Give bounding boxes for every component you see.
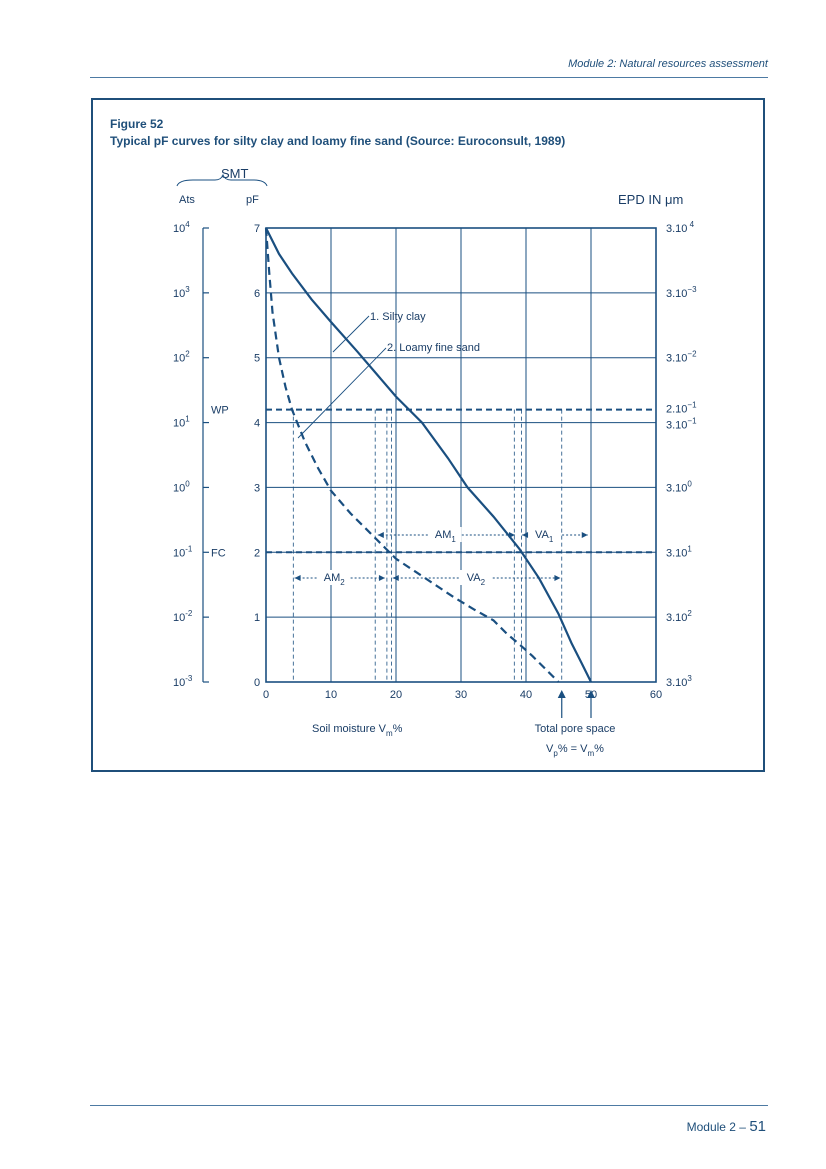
vp-equation: Vp% = Vm%	[546, 743, 604, 758]
epd-tick-label: 2.10−1	[666, 401, 697, 416]
am2-arrow-head-left	[294, 575, 301, 581]
running-header: Module 2: Natural resources assessment	[568, 58, 768, 70]
pf-tick-label: 2	[254, 547, 260, 559]
pf-tick-label: 7	[254, 223, 260, 235]
x-tick-label: 10	[325, 689, 337, 701]
va2-label-bg	[459, 570, 492, 585]
epd-tick-label: 3.10−1	[666, 417, 697, 432]
ats-tick-label: 104	[173, 220, 190, 235]
va1-arrow-head-left	[522, 532, 529, 538]
silty-clay-leader	[332, 315, 370, 353]
wp-label: WP	[211, 405, 229, 417]
epd-tick-label: 3.10−3	[666, 285, 697, 300]
total-pore-label: Total pore space	[535, 723, 616, 735]
pf-tick-label: 3	[254, 482, 260, 494]
am2-arrow-head-right	[378, 575, 385, 581]
plot-frame	[265, 227, 657, 683]
pf-axis-title: pF	[246, 194, 259, 206]
smt-label: SMT	[221, 166, 249, 181]
va1-arrow-head-right	[581, 532, 588, 538]
silty-clay-curve	[265, 227, 592, 683]
ats-axis-title: Ats	[179, 194, 195, 206]
ats-tick-label: 10-2	[173, 609, 193, 624]
loamy-sand-leader	[297, 347, 387, 439]
ats-tick-label: 10-1	[173, 544, 193, 559]
figure-caption: Typical pF curves for silty clay and loa…	[110, 134, 566, 148]
pore-arrow-head	[587, 690, 595, 698]
am2-label: AM2	[324, 572, 346, 587]
pf-tick-label: 6	[254, 288, 260, 300]
silty-clay-label: 1. Silty clay	[370, 311, 426, 323]
x-tick-label: 30	[455, 689, 467, 701]
epd-tick-label: 3.102	[666, 609, 692, 624]
pf-chart: 01020304050600123456710-310-210-11001011…	[173, 166, 697, 758]
footer-rule	[90, 1105, 768, 1106]
epd-axis-title: EPD IN μm	[618, 192, 683, 207]
x-axis-title: Soil moisture Vm%	[312, 723, 403, 738]
va2-label: VA2	[467, 572, 486, 587]
epd-tick-label: 3.10 4	[666, 220, 695, 235]
x-tick-label: 0	[263, 689, 269, 701]
epd-tick-label: 3.100	[666, 479, 692, 494]
ats-tick-label: 101	[173, 415, 190, 430]
am1-label: AM1	[435, 529, 457, 544]
ats-tick-label: 10-3	[173, 674, 193, 689]
va1-label-bg	[528, 527, 561, 542]
smt-brace	[176, 173, 268, 187]
figure-frame	[91, 98, 765, 772]
x-tick-label: 40	[520, 689, 532, 701]
pf-tick-label: 1	[254, 612, 260, 624]
pf-tick-label: 5	[254, 353, 260, 365]
am2-label-bg	[318, 570, 351, 585]
x-tick-label: 20	[390, 689, 402, 701]
pf-tick-label: 4	[254, 418, 260, 430]
va2-arrow-head-left	[392, 575, 399, 581]
va2-arrow-head-right	[554, 575, 561, 581]
loamy-sand-curve	[264, 227, 560, 683]
epd-tick-label: 3.10−2	[666, 350, 697, 365]
footer-module: Module 2 –	[686, 1120, 746, 1134]
header-rule	[90, 77, 768, 78]
epd-tick-label: 3.103	[666, 674, 692, 689]
fc-label: FC	[211, 547, 226, 559]
pore-arrow-head	[557, 690, 566, 698]
ats-tick-label: 103	[173, 285, 190, 300]
am1-label-bg	[429, 527, 462, 542]
ats-tick-label: 100	[173, 479, 190, 494]
page-number: 51	[749, 1118, 766, 1135]
x-tick-label: 60	[650, 689, 662, 701]
va1-label: VA1	[535, 529, 554, 544]
am1-arrow-head-right	[508, 532, 515, 538]
epd-tick-label: 3.101	[666, 544, 692, 559]
page-footer: Module 2 – 51	[687, 1118, 766, 1135]
figure-label: Figure 52	[110, 117, 164, 131]
pf-tick-label: 0	[254, 677, 260, 689]
am1-arrow-head-left	[377, 532, 384, 538]
ats-tick-label: 102	[173, 350, 190, 365]
loamy-sand-label: 2. Loamy fine sand	[387, 342, 480, 354]
